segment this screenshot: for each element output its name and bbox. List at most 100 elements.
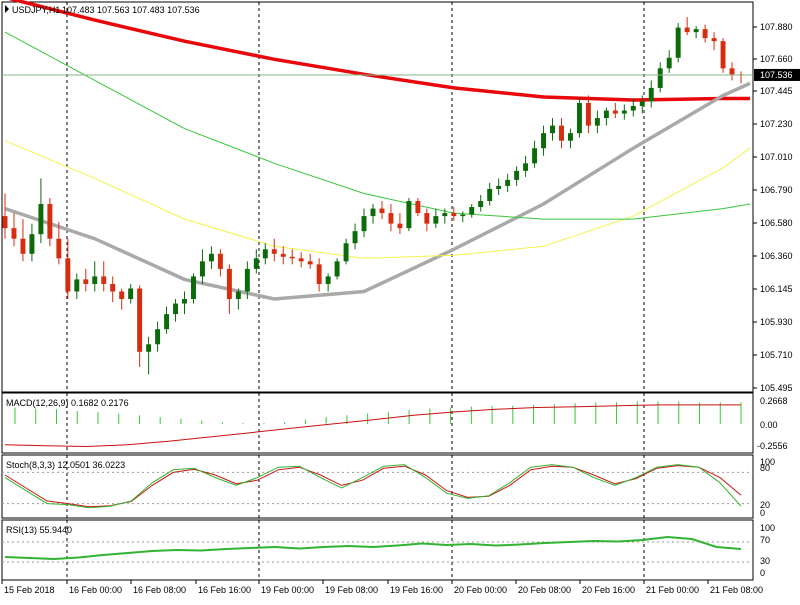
candle-body	[648, 87, 654, 102]
chart-ohlc: 107.483 107.563 107.483 107.536	[62, 5, 200, 15]
candle-body	[11, 228, 17, 239]
moving-average-red	[8, 0, 750, 102]
candle-body	[56, 238, 62, 259]
price-tag	[754, 68, 800, 81]
candle-body	[334, 261, 340, 277]
candle-body	[244, 268, 250, 292]
macd-label: MACD(12,26,9) 0.1682 0.2176	[6, 398, 129, 408]
price-axis-label: 107.660	[760, 54, 793, 64]
price-axis-label: 105.930	[760, 317, 793, 327]
stoch-axis-20: 20	[760, 500, 770, 510]
candle-body	[199, 261, 205, 277]
price-axis-label: 107.010	[760, 152, 793, 162]
rsi-axis-100: 100	[760, 523, 775, 533]
price-tag-value: 107.536	[760, 70, 793, 80]
candle-body	[693, 29, 699, 33]
candle-body	[191, 276, 196, 300]
candle-body	[289, 256, 295, 259]
time-axis-label: 20 Feb 16:00	[582, 585, 635, 595]
candle-body	[415, 201, 421, 214]
candle-body	[424, 213, 430, 224]
price-axis: 107.880 107.660 107.445 107.230 107.010 106.7…	[753, 22, 793, 393]
candle-body	[38, 204, 44, 235]
macd-signal-line	[4, 404, 741, 448]
time-axis-label: 16 Feb 16:00	[198, 585, 251, 595]
moving-average-yellow	[4, 140, 751, 259]
time-axis-label: 20 Feb 00:00	[454, 585, 507, 595]
candle-body	[621, 110, 627, 114]
price-axis-label: 107.445	[760, 86, 793, 96]
macd-axis-min: -0.2556	[757, 441, 788, 451]
rsi-pane-border	[1, 519, 754, 581]
candle-body	[173, 303, 179, 315]
candle-body	[720, 41, 726, 69]
candle-body	[226, 268, 232, 300]
time-axis-label: 19 Feb 08:00	[325, 585, 378, 595]
stoch-axis-80: 80	[760, 463, 770, 473]
symbol-arrow-icon	[5, 5, 9, 13]
moving-average-gray	[4, 81, 751, 301]
candle-body	[2, 216, 8, 229]
candle-body	[729, 68, 735, 75]
candle-body	[164, 314, 170, 330]
macd-pane-border	[1, 392, 754, 454]
price-axis-label: 107.880	[760, 22, 793, 32]
candle-body	[361, 216, 367, 232]
stoch-plot	[2, 464, 753, 509]
candle-body	[460, 214, 466, 217]
price-axis-label: 106.580	[760, 218, 793, 228]
candle-body	[137, 288, 143, 352]
candle-body	[388, 213, 394, 224]
candle-body	[496, 185, 502, 189]
candle-body	[379, 208, 385, 214]
macd-axis-zero: 0.00	[760, 420, 778, 430]
candle-body	[325, 276, 331, 284]
candle-body	[612, 110, 618, 114]
candle-body	[101, 276, 107, 284]
candle-body	[469, 207, 475, 215]
candle-body	[559, 125, 564, 141]
time-axis-label: 16 Feb 08:00	[133, 585, 186, 595]
candle-body	[451, 213, 457, 217]
candle-body	[675, 27, 681, 58]
macd-plot	[4, 401, 742, 448]
candle-body	[146, 344, 152, 352]
candle-body	[523, 163, 529, 171]
candle-body	[182, 299, 187, 304]
stoch-axis-100: 100	[760, 457, 775, 467]
candle-body	[433, 216, 439, 224]
time-axis-label: 15 Feb 2018	[4, 585, 55, 595]
candle-body	[487, 188, 493, 202]
price-axis-label: 106.790	[760, 185, 793, 195]
price-axis-label: 106.360	[760, 251, 793, 261]
rsi-axis-30: 30	[760, 556, 770, 566]
candle-body	[253, 258, 259, 269]
candlesticks	[2, 17, 744, 375]
time-axis-label: 21 Feb 00:00	[646, 585, 699, 595]
candle-body	[280, 253, 286, 257]
macd-axis-max: 0.2668	[760, 396, 788, 406]
time-axis-label: 16 Feb 00:00	[69, 585, 122, 595]
time-axis-label: 19 Feb 16:00	[390, 585, 443, 595]
vertical-gridlines	[66, 2, 645, 580]
candle-body	[639, 101, 645, 107]
price-axis-label: 105.710	[760, 350, 793, 360]
candle-body	[29, 234, 35, 254]
rsi-label: RSI(13) 55.9440	[6, 525, 72, 535]
price-axis-label: 107.230	[760, 119, 793, 129]
candle-body	[119, 291, 125, 300]
stoch-pane-border	[1, 454, 754, 519]
candle-body	[532, 148, 538, 164]
candle-body	[155, 329, 161, 345]
candle-body	[47, 204, 53, 239]
rsi-plot	[2, 535, 753, 563]
rsi-line	[4, 535, 742, 561]
stoch-main-line	[4, 464, 742, 509]
candle-body	[684, 27, 690, 33]
candle-body	[271, 249, 277, 254]
candle-body	[442, 213, 448, 217]
candle-body	[20, 238, 26, 254]
